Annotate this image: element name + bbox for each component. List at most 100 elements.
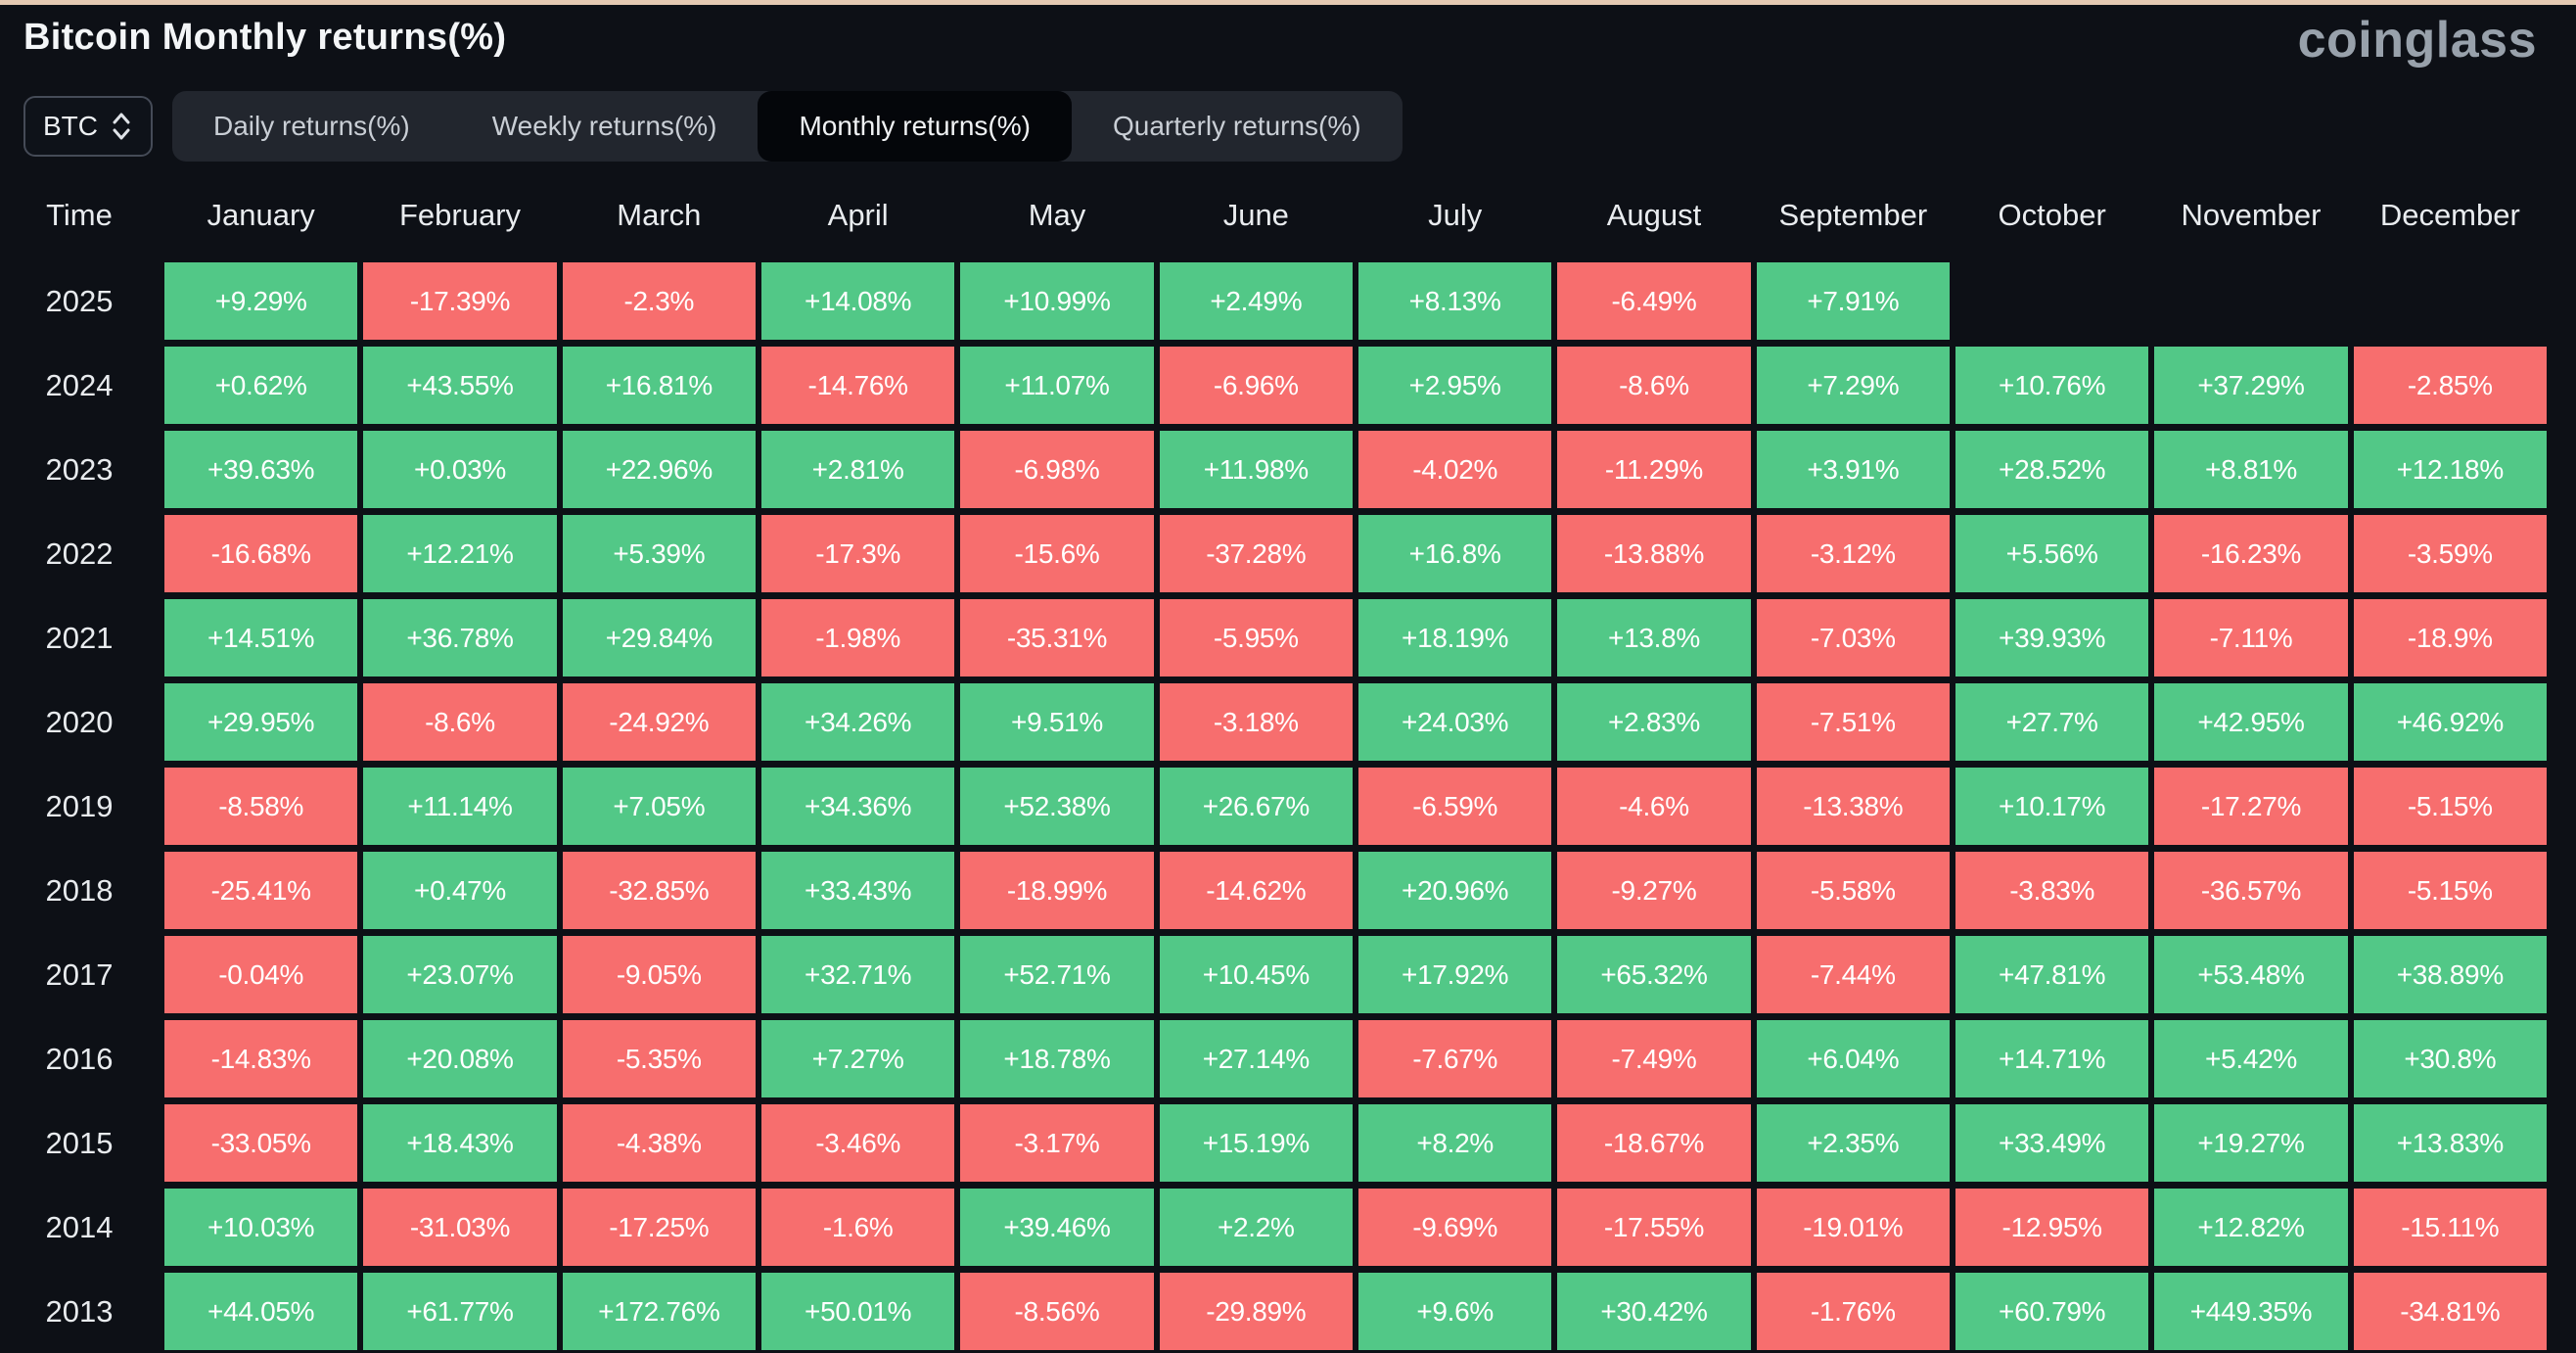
return-cell-2023-november: +8.81% [2154,431,2348,508]
return-cell-2017-october: +47.81% [1955,936,2149,1013]
return-cell-2020-august: +2.83% [1557,683,1751,761]
return-cell-2017-june: +10.45% [1159,936,1353,1013]
symbol-select[interactable]: BTC [23,96,153,157]
tab-quarterly-returns[interactable]: Quarterly returns(%) [1112,111,1361,141]
return-cell-2016-november: +5.42% [2154,1020,2348,1097]
return-cell-2021-august: +13.8% [1557,599,1751,676]
return-cell-2017-december: +38.89% [2353,936,2547,1013]
return-cell-2024-november: +37.29% [2154,347,2348,424]
column-header-march: March [617,198,702,232]
row-year-2021: 2021 [45,620,114,655]
return-cell-2023-march: +22.96% [562,431,756,508]
return-cell-2022-september: -3.12% [1756,515,1950,592]
return-cell-2025-december [2354,262,2547,340]
return-cell-2018-july: +20.96% [1357,852,1552,929]
return-cell-2015-february: +18.43% [363,1104,557,1182]
return-cell-2015-december: +13.83% [2353,1104,2547,1182]
return-cell-2016-april: +7.27% [760,1020,955,1097]
return-cell-2023-july: -4.02% [1357,431,1552,508]
return-cell-2019-november: -17.27% [2154,768,2348,845]
controls-row: BTC Daily returns(%) Weekly returns(%) Mon… [23,91,2576,162]
return-cell-2024-october: +10.76% [1955,347,2149,424]
return-cell-2014-january: +10.03% [164,1189,358,1266]
return-cell-2022-march: +5.39% [562,515,756,592]
return-cell-2018-march: -32.85% [562,852,756,929]
tab-daily-returns[interactable]: Daily returns(%) [213,111,410,141]
return-cell-2019-march: +7.05% [562,768,756,845]
return-cell-2014-october: -12.95% [1955,1189,2149,1266]
column-header-november: November [2181,198,2322,232]
return-cell-2014-february: -31.03% [363,1189,557,1266]
return-cell-2024-december: -2.85% [2353,347,2547,424]
table-section: Time January February March April May June July… [0,175,2576,1350]
return-cell-2017-july: +17.92% [1357,936,1552,1013]
return-cell-2016-october: +14.71% [1955,1020,2149,1097]
return-cell-2025-september: +7.91% [1756,262,1950,340]
coinglass-logo[interactable]: coinglass [2297,12,2537,69]
returns-table: Time January February March April May June July… [0,175,2547,1350]
return-cell-2024-january: +0.62% [164,347,358,424]
column-header-april: April [827,198,889,232]
return-cell-2019-may: +52.38% [960,768,1154,845]
return-cell-2015-may: -3.17% [960,1104,1154,1182]
return-cell-2025-july: +8.13% [1357,262,1552,340]
return-cell-2021-december: -18.9% [2353,599,2547,676]
return-cell-2020-november: +42.95% [2154,683,2348,761]
return-cell-2016-september: +6.04% [1756,1020,1950,1097]
return-cell-2019-october: +10.17% [1955,768,2149,845]
return-cell-2015-june: +15.19% [1159,1104,1353,1182]
return-cell-2023-october: +28.52% [1955,431,2149,508]
return-cell-2013-september: -1.76% [1756,1273,1950,1350]
return-cell-2016-august: -7.49% [1557,1020,1751,1097]
return-cell-2025-june: +2.49% [1159,262,1353,340]
return-cell-2021-september: -7.03% [1756,599,1950,676]
return-cell-2014-may: +39.46% [960,1189,1154,1266]
return-cell-2018-september: -5.58% [1756,852,1950,929]
return-cell-2021-april: -1.98% [760,599,955,676]
return-cell-2024-february: +43.55% [363,347,557,424]
return-cell-2023-september: +3.91% [1756,431,1950,508]
return-cell-2021-january: +14.51% [164,599,358,676]
top-accent-line [0,0,2576,5]
return-cell-2013-june: -29.89% [1159,1273,1353,1350]
return-cell-2024-may: +11.07% [960,347,1154,424]
tab-monthly-returns[interactable]: Monthly returns(%) [758,91,1072,162]
return-cell-2017-may: +52.71% [960,936,1154,1013]
row-year-2014: 2014 [45,1209,114,1244]
return-cell-2013-december: -34.81% [2353,1273,2547,1350]
return-cell-2013-april: +50.01% [760,1273,955,1350]
tab-weekly-returns[interactable]: Weekly returns(%) [491,111,717,141]
return-cell-2018-october: -3.83% [1955,852,2149,929]
header-bar: Bitcoin Monthly returns(%) coinglass [0,5,2576,66]
row-year-2015: 2015 [45,1125,114,1160]
column-header-december: December [2379,198,2520,232]
column-header-january: January [207,198,315,232]
return-cell-2020-december: +46.92% [2353,683,2547,761]
return-cell-2020-july: +24.03% [1357,683,1552,761]
return-cell-2017-september: -7.44% [1756,936,1950,1013]
return-cell-2019-june: +26.67% [1159,768,1353,845]
return-cell-2025-january: +9.29% [164,262,358,340]
return-cell-2025-april: +14.08% [760,262,955,340]
return-cell-2023-january: +39.63% [164,431,358,508]
return-cell-2015-august: -18.67% [1557,1104,1751,1182]
return-cell-2025-march: -2.3% [562,262,756,340]
return-cell-2013-february: +61.77% [363,1273,557,1350]
column-header-july: July [1428,198,1483,232]
return-cell-2014-july: -9.69% [1357,1189,1552,1266]
return-cell-2023-june: +11.98% [1159,431,1353,508]
return-cell-2021-february: +36.78% [363,599,557,676]
row-year-2022: 2022 [45,536,114,571]
return-cell-2014-june: +2.2% [1159,1189,1353,1266]
return-cell-2020-april: +34.26% [760,683,955,761]
row-year-2024: 2024 [45,367,114,402]
column-header-may: May [1028,198,1086,232]
return-cell-2018-june: -14.62% [1159,852,1353,929]
return-cell-2014-april: -1.6% [760,1189,955,1266]
return-cell-2023-february: +0.03% [363,431,557,508]
row-year-2023: 2023 [45,451,114,487]
return-cell-2016-may: +18.78% [960,1020,1154,1097]
return-cell-2014-december: -15.11% [2353,1189,2547,1266]
return-cell-2021-march: +29.84% [562,599,756,676]
return-cell-2023-december: +12.18% [2353,431,2547,508]
